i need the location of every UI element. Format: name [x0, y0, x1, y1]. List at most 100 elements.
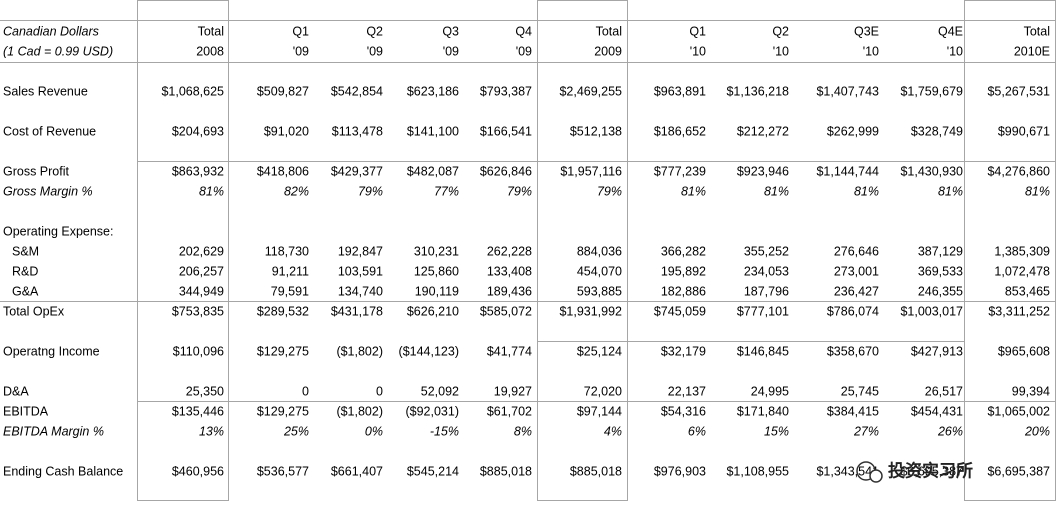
- cell: $2,469,255: [559, 84, 622, 98]
- cell: $5,267,531: [987, 84, 1050, 98]
- column-header: Q2: [772, 24, 789, 38]
- column-header: '10: [947, 44, 963, 58]
- watermark: 投资实习所: [856, 460, 973, 483]
- cell: $204,693: [172, 124, 224, 138]
- cell: $976,903: [654, 464, 706, 478]
- row-label: Total OpEx: [3, 304, 65, 318]
- cell: 273,001: [834, 264, 879, 278]
- cell: 81%: [681, 184, 706, 198]
- cell: $793,387: [480, 84, 532, 98]
- cell: $1,931,992: [559, 304, 622, 318]
- header-label: (1 Cad = 0.99 USD): [3, 44, 113, 58]
- cell: $289,532: [257, 304, 309, 318]
- cell: $418,806: [257, 164, 309, 178]
- row-label: Ending Cash Balance: [3, 464, 123, 478]
- row-label: R&D: [12, 264, 38, 278]
- cell: $923,946: [737, 164, 789, 178]
- cell: 81%: [854, 184, 879, 198]
- cell: 0: [302, 384, 309, 398]
- column-header: '09: [367, 44, 383, 58]
- cell: 79%: [507, 184, 532, 198]
- cell: 182,886: [661, 284, 706, 298]
- cell: $146,845: [737, 344, 789, 358]
- cell: $885,018: [570, 464, 622, 478]
- column-header: '10: [863, 44, 879, 58]
- cell: 26%: [937, 424, 963, 438]
- cell: 1,385,309: [994, 244, 1050, 258]
- cell: $262,999: [827, 124, 879, 138]
- cell: 72,020: [584, 384, 622, 398]
- cell: 206,257: [179, 264, 224, 278]
- cell: $482,087: [407, 164, 459, 178]
- cell: $1,003,017: [900, 304, 963, 318]
- cell: $166,541: [480, 124, 532, 138]
- cell: 82%: [284, 184, 309, 198]
- cell: $1,068,625: [161, 84, 224, 98]
- column-header: 2009: [594, 44, 622, 58]
- cell: 25,350: [186, 384, 224, 398]
- header-label: Canadian Dollars: [3, 24, 99, 38]
- cell: 91,211: [272, 264, 309, 278]
- cell: $6,695,387: [987, 464, 1050, 478]
- cell: 387,129: [918, 244, 963, 258]
- cell: $54,316: [661, 404, 706, 418]
- cell: $129,275: [257, 344, 309, 358]
- cell: 236,427: [834, 284, 879, 298]
- cell: 8%: [514, 424, 532, 438]
- column-header: Q4E: [938, 24, 963, 38]
- column-header: '09: [443, 44, 459, 58]
- cell: 0: [376, 384, 383, 398]
- cell: 20%: [1024, 424, 1050, 438]
- cell: $1,136,218: [726, 84, 789, 98]
- cell: $460,956: [172, 464, 224, 478]
- cell: $41,774: [487, 344, 532, 358]
- cell: $91,020: [264, 124, 309, 138]
- column-header: Q4: [515, 24, 532, 38]
- cell: 81%: [938, 184, 963, 198]
- row-label: EBITDA Margin %: [3, 424, 104, 438]
- cell: 79%: [358, 184, 383, 198]
- cell: $786,074: [827, 304, 879, 318]
- cell: $97,144: [577, 404, 622, 418]
- cell: $4,276,860: [987, 164, 1050, 178]
- watermark-icon: [869, 469, 883, 483]
- cell: $1,957,116: [560, 164, 622, 178]
- cell: ($144,123): [399, 344, 459, 358]
- cell: 884,036: [577, 244, 622, 258]
- cell: 454,070: [577, 264, 622, 278]
- cell: 81%: [1025, 184, 1050, 198]
- cell: 195,892: [661, 264, 706, 278]
- row-label: Operating Expense:: [3, 224, 114, 238]
- row-label: Operatng Income: [3, 344, 100, 358]
- cell: $965,608: [998, 344, 1050, 358]
- cell: 344,949: [179, 284, 224, 298]
- cell: $1,108,955: [726, 464, 789, 478]
- cell: $6,695,387: [900, 464, 963, 478]
- cell: 77%: [434, 184, 459, 198]
- row-label: G&A: [12, 284, 39, 298]
- cell: ($92,031): [405, 404, 459, 418]
- column-header: Q1: [689, 24, 706, 38]
- cell: 369,533: [918, 264, 963, 278]
- cell: 79,591: [271, 284, 309, 298]
- cell: $61,702: [487, 404, 532, 418]
- row-label: Sales Revenue: [3, 84, 88, 98]
- cell: $384,415: [827, 404, 879, 418]
- cell: 366,282: [661, 244, 706, 258]
- watermark-text: 投资实习所: [888, 460, 973, 480]
- cell: 189,436: [487, 284, 532, 298]
- cell: 593,885: [577, 284, 622, 298]
- cell: $777,101: [737, 304, 789, 318]
- column-header: Total: [198, 24, 224, 38]
- cell: 25%: [283, 424, 309, 438]
- column-header: '10: [690, 44, 706, 58]
- cell: 27%: [853, 424, 879, 438]
- cell: 13%: [199, 424, 224, 438]
- cell: $753,835: [172, 304, 224, 318]
- row-label: S&M: [12, 244, 39, 258]
- cell: $1,407,743: [816, 84, 879, 98]
- cell: -15%: [430, 424, 459, 438]
- cell: $358,670: [827, 344, 879, 358]
- cell: 134,740: [338, 284, 383, 298]
- cell: 15%: [764, 424, 789, 438]
